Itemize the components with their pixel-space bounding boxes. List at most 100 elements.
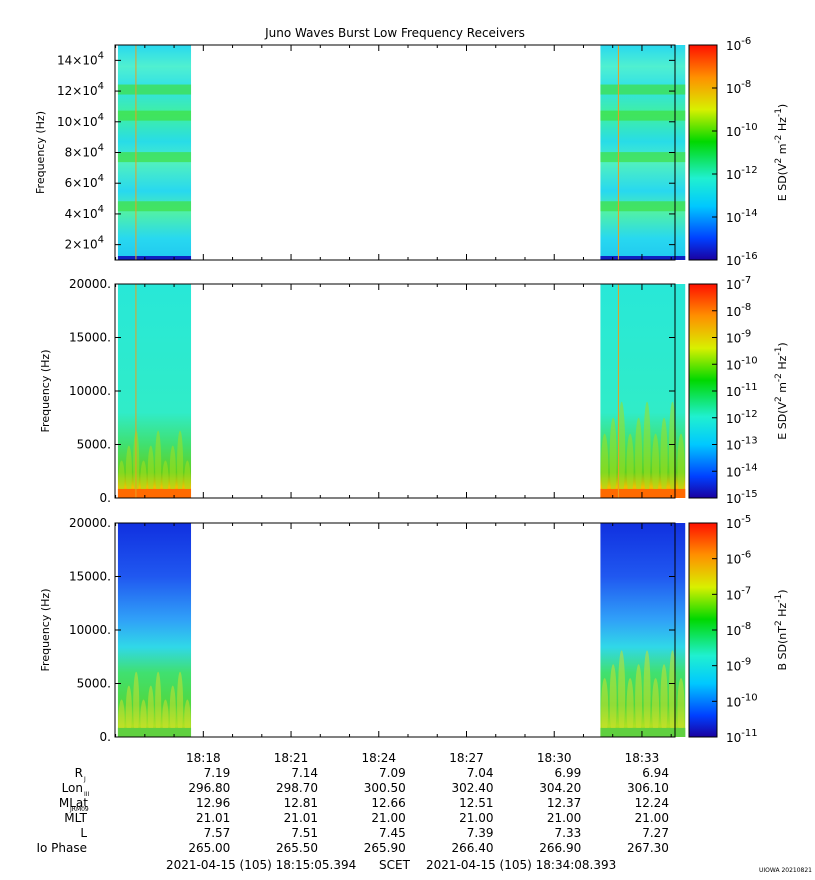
- low-freq-band: [600, 728, 686, 737]
- burst-mark: [177, 430, 184, 499]
- y-tick-label: 20000.: [69, 516, 111, 530]
- burst-mark: [169, 685, 176, 737]
- ephemeris-value: 265.00: [188, 841, 230, 855]
- ephemeris-value: 7.57: [204, 826, 231, 840]
- colorbar-tick-label: 10-10: [726, 122, 758, 139]
- y-tick-label: 10×104: [57, 112, 104, 129]
- burst-mark: [169, 445, 176, 498]
- burst-mark: [125, 445, 132, 498]
- ephemeris-value: 265.90: [364, 841, 406, 855]
- burst-mark: [660, 664, 668, 737]
- colorbar-label: B SD(nT2 Hz-1): [774, 589, 789, 670]
- burst-mark: [155, 430, 162, 499]
- ephemeris-value: 300.50: [364, 781, 406, 795]
- y-tick-label: 0.: [100, 491, 111, 505]
- ephemeris-value: 21.00: [371, 811, 405, 825]
- ephemeris-value: 7.39: [467, 826, 494, 840]
- emission-band: [600, 84, 686, 95]
- ephemeris-value: 7.14: [291, 766, 318, 780]
- colorbar-tick-label: 10-13: [726, 436, 758, 453]
- ephemeris-value: 296.80: [188, 781, 230, 795]
- burst-mark: [184, 699, 191, 738]
- colorbar-tick-label: 10-14: [726, 462, 758, 479]
- emission-band: [600, 201, 686, 212]
- burst-mark: [618, 401, 626, 498]
- ephemeris-value: 7.04: [467, 766, 494, 780]
- emission-band: [117, 84, 192, 95]
- burst-mark: [125, 685, 132, 737]
- bottom-edge: [117, 256, 192, 260]
- burst-mark: [635, 417, 643, 498]
- colorbar-tick-label: 10-14: [726, 208, 758, 225]
- y-tick-label: 2×104: [65, 235, 104, 252]
- ephemeris-value: 7.09: [379, 766, 406, 780]
- y-tick-label: 4×104: [65, 204, 104, 221]
- colorbar-label: E SD(V2 m-2 Hz-1): [774, 104, 789, 201]
- credit-label: UIOWA 20210821: [759, 867, 812, 874]
- burst-mark: [118, 699, 125, 738]
- ephemeris-value: 7.45: [379, 826, 406, 840]
- y-tick-label: 8×104: [65, 143, 104, 160]
- ephemeris-value: 265.50: [276, 841, 318, 855]
- colorbar-tick-label: 10-10: [726, 692, 758, 709]
- burst-mark: [177, 671, 184, 737]
- y-tick-label: 6×104: [65, 173, 104, 190]
- y-tick-label: 15000.: [69, 331, 111, 345]
- burst-mark: [660, 417, 668, 498]
- burst-mark: [626, 678, 634, 737]
- colorbar-tick-label: 10-9: [726, 329, 751, 346]
- ephemeris-row-label: MLat: [59, 796, 88, 810]
- colorbar-tick-label: 10-8: [726, 621, 751, 638]
- emission-band: [117, 152, 192, 163]
- colorbar-tick-label: 10-8: [726, 79, 751, 96]
- colorbar-tick-label: 10-15: [726, 489, 758, 506]
- burst-mark: [668, 650, 677, 737]
- colorbar-tick-label: 10-12: [726, 165, 758, 182]
- burst-mark: [601, 433, 609, 498]
- burst-mark: [677, 678, 685, 737]
- ephemeris-row-label: Lon: [62, 781, 83, 795]
- bottom-edge: [600, 256, 686, 260]
- ephemeris-value: 12.81: [284, 796, 318, 810]
- burst-mark: [133, 671, 140, 737]
- colorbar: [688, 44, 718, 261]
- spectrogram-panel-1: 2×104 4×104 6×104 8×104 10×104 12×104 14×104 Fr…: [34, 36, 789, 268]
- colorbar-tick-label: 10-9: [726, 657, 751, 674]
- ephemeris-value: 12.66: [371, 796, 405, 810]
- ephemeris-value: 298.70: [276, 781, 318, 795]
- y-tick-label: 5000.: [77, 438, 111, 452]
- ephemeris-value: 6.99: [555, 766, 582, 780]
- ephemeris-value: 12.37: [547, 796, 581, 810]
- ephemeris-row-label: R: [75, 766, 83, 780]
- ephemeris-value: 304.20: [539, 781, 581, 795]
- emission-band: [117, 201, 192, 212]
- x-tick-label: 18:21: [274, 751, 309, 765]
- burst-mark: [147, 685, 154, 737]
- ephemeris-value: 7.51: [291, 826, 318, 840]
- ephemeris-value: 6.94: [642, 766, 669, 780]
- y-axis-label: Frequency (Hz): [39, 350, 52, 433]
- burst-mark: [140, 460, 147, 498]
- ephemeris-value: 21.00: [547, 811, 581, 825]
- burst-mark: [652, 433, 660, 498]
- x-tick-label: 18:33: [625, 751, 660, 765]
- y-tick-label: 5000.: [77, 677, 111, 691]
- burst-mark: [635, 664, 643, 737]
- ephemeris-value: 21.00: [635, 811, 669, 825]
- burst-mark: [162, 699, 169, 738]
- ephemeris-value: 7.19: [204, 766, 231, 780]
- ephemeris-value: 302.40: [451, 781, 493, 795]
- footer-start-time: 2021-04-15 (105) 18:15:05.394: [166, 858, 356, 872]
- figure-title: Juno Waves Burst Low Frequency Receivers: [264, 26, 525, 40]
- ephemeris-value: 306.10: [627, 781, 669, 795]
- ephemeris-row-label: Io Phase: [36, 841, 87, 855]
- y-tick-label: 0.: [100, 730, 111, 744]
- low-freq-band: [117, 728, 192, 737]
- colorbar-tick-label: 10-7: [726, 585, 751, 602]
- ephemeris-value: 266.40: [451, 841, 493, 855]
- colorbar-tick-label: 10-11: [726, 728, 758, 745]
- burst-mark: [643, 401, 651, 498]
- burst-mark: [626, 433, 634, 498]
- ephemeris-value: 21.01: [284, 811, 318, 825]
